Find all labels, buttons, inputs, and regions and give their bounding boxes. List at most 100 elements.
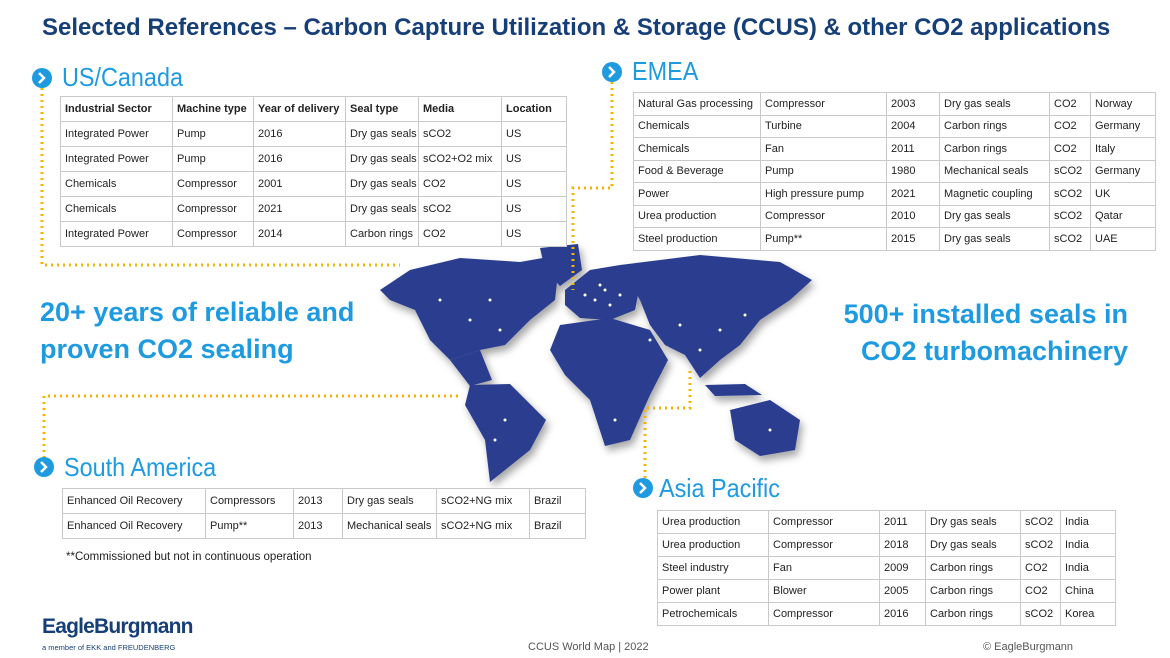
table-cell: sCO2+NG mix [436,488,530,514]
table-row: Enhanced Oil Recovery Compressors 2013 Dry … [62,488,586,514]
table-cell: CO2 [1049,92,1091,116]
claim-left: 20+ years of reliable and proven CO2 sea… [40,294,354,368]
table-cell: Compressor [172,171,254,197]
table-cell: Compressor [768,510,880,534]
table-cell: Mechanical seals [342,513,437,539]
table-cell: Magnetic coupling [939,182,1050,206]
table-cell: Carbon rings [345,221,419,247]
region-heading: US/Canada [62,62,183,92]
table-cell: 2005 [879,579,926,603]
table-cell: Urea production [633,204,761,228]
table-cell: 2004 [886,114,940,138]
connectors [40,82,692,478]
table-cell: Compressor [760,92,887,116]
header-row: Industrial Sector Machine type Year of del… [60,96,567,122]
table-cell: CO2 [1049,114,1091,138]
logo: EagleBurgmann [42,615,193,638]
table-cell: Dry gas seals [342,488,437,514]
table-cell: Power [633,182,761,206]
table-cell: CO2 [1020,556,1061,580]
table-cell: Chemicals [633,114,761,138]
table-cell: Blower [768,579,880,603]
table-cell: India [1060,510,1116,534]
table-cell: CO2 [1020,579,1061,603]
table-cell: 2021 [886,182,940,206]
table-cell: Carbon rings [925,556,1021,580]
table-row: Urea production Compressor 2010 Dry gas sea… [633,204,1156,228]
table-cell: Brazil [529,488,586,514]
world-map [380,244,812,482]
table-cell: US [501,221,567,247]
table-cell: 2011 [886,137,940,161]
claim-line: 500+ installed seals in [843,299,1128,329]
table-cell: 2021 [253,196,346,222]
table-cell: Italy [1090,137,1156,161]
table-cell: sCO2 [1049,204,1091,228]
table-cell: High pressure pump [760,182,887,206]
header-cell: Location [501,96,567,122]
table-cell: Dry gas seals [345,146,419,172]
table-cell: Compressors [205,488,294,514]
table-row: Food & Beverage Pump 1980 Mechanical seals s… [633,159,1156,183]
table-row: Natural Gas processing Compressor 2003 Dry … [633,92,1156,116]
copyright: © EagleBurgmann [983,641,1074,653]
table-cell: 2011 [879,510,926,534]
table-cell: CO2 [1049,137,1091,161]
table-cell: 2016 [253,146,346,172]
table-cell: Dry gas seals [939,92,1050,116]
table-cell: Dry gas seals [925,510,1021,534]
table-cell: UAE [1090,227,1156,251]
table-cell: 1980 [886,159,940,183]
table-cell: sCO2+NG mix [436,513,530,539]
table-cell: Power plant [657,579,769,603]
table-row: Chemicals Fan 2011 Carbon rings CO2 Italy [633,137,1156,161]
table-cell: Food & Beverage [633,159,761,183]
table-cell: Urea production [657,533,769,557]
table-cell: Compressor [768,602,880,626]
table-cell: Chemicals [633,137,761,161]
table-cell: Fan [768,556,880,580]
table-cell: Dry gas seals [925,533,1021,557]
table-cell: Fan [760,137,887,161]
table-cell: Dry gas seals [939,204,1050,228]
member-note: a member of EKK and FREUDENBERG [42,643,176,652]
table-cell: 2014 [253,221,346,247]
table-cell: Dry gas seals [345,196,419,222]
table-cell: Carbon rings [939,114,1050,138]
table-cell: Germany [1090,114,1156,138]
table-cell: 2009 [879,556,926,580]
slide-title: Selected References – Carbon Capture Uti… [42,14,1111,41]
table-cell: Urea production [657,510,769,534]
table-cell: Compressor [172,221,254,247]
region-heading: EMEA [632,56,699,86]
table-cell: Chemicals [60,196,173,222]
chevron-icons [32,62,653,498]
table-cell: Pump [760,159,887,183]
table-cell: CO2 [418,221,502,247]
region-heading: South America [64,452,217,482]
table-row: Steel industry Fan 2009 Carbon rings CO2 Indi… [657,556,1116,580]
claim-line: 20+ years of reliable and [40,297,355,327]
table-cell: 2010 [886,204,940,228]
table-cell: Brazil [529,513,586,539]
table-cell: sCO2 [1020,602,1061,626]
table-row: Urea production Compressor 2018 Dry gas sea… [657,533,1116,557]
table-cell: sCO2 [1049,182,1091,206]
table-cell: Pump [172,146,254,172]
table-cell: sCO2 [418,196,502,222]
table-cell: sCO2+O2 mix [418,146,502,172]
table-cell: US [501,196,567,222]
header-cell: Year of delivery [253,96,346,122]
table-row: Chemicals Compressor 2001 Dry gas seals CO2 U… [60,171,567,197]
table-cell: Steel industry [657,556,769,580]
table-cell: Integrated Power [60,121,173,147]
reference-table: Industrial Sector Machine type Year of del… [60,96,567,247]
table-row: Petrochemicals Compressor 2016 Carbon rings… [657,602,1116,626]
table-cell: Pump [172,121,254,147]
table-cell: 2016 [253,121,346,147]
table-cell: Enhanced Oil Recovery [62,513,206,539]
table-cell: 2015 [886,227,940,251]
table-row: Power plant Blower 2005 Carbon rings CO2 Chin… [657,579,1116,603]
